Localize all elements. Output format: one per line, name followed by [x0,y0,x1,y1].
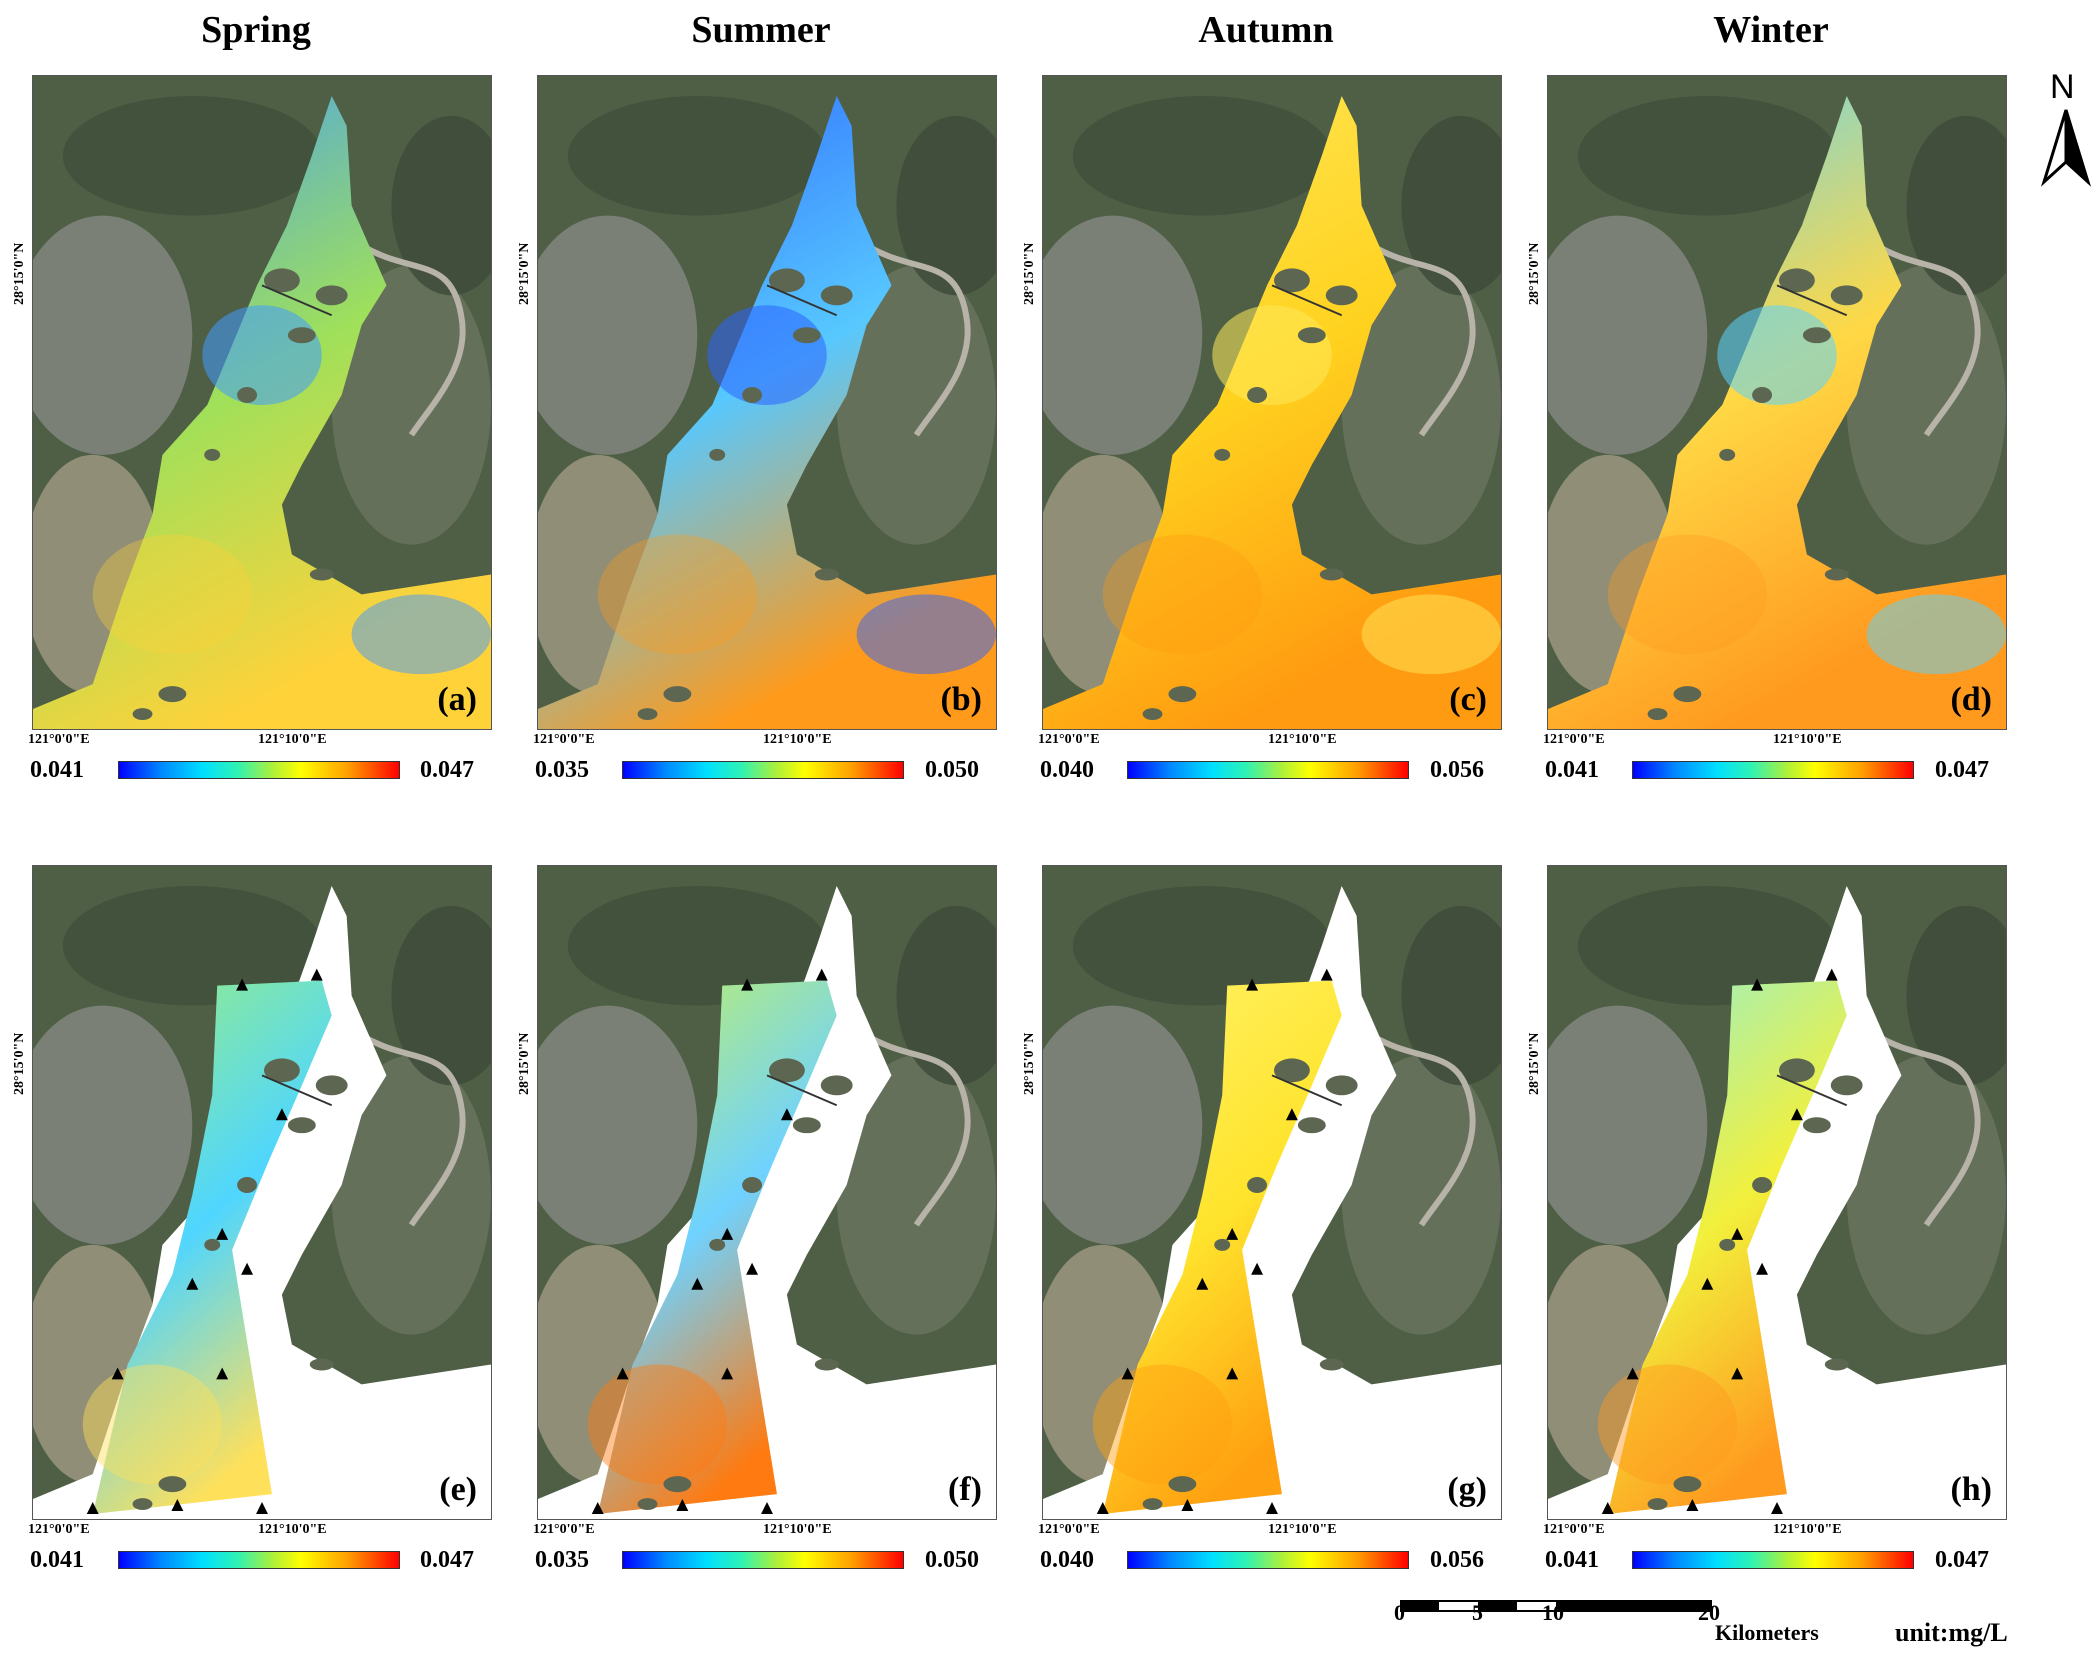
colorbar-d [1632,761,1914,779]
lon-label-a-1: 121°0'0"E [28,732,90,747]
colorbar-min-b: 0.035 [535,757,589,783]
colorbar-b [622,761,904,779]
colorbar-max-h: 0.047 [1935,1547,1989,1573]
scale-bar [1400,1600,1712,1612]
map-image-c [1043,76,1501,729]
map-image-a [33,76,491,729]
colorbar-f [622,1551,904,1569]
colorbar-max-g: 0.056 [1430,1547,1484,1573]
panel-label-h: (h) [1950,1471,1992,1508]
lat-label-d: 28°15'0"N [1527,242,1542,305]
colorbar-max-c: 0.056 [1430,757,1484,783]
panel-label-e: (e) [439,1471,477,1508]
lon-label-e-1: 121°0'0"E [28,1522,90,1537]
map-panel-c: (c) [1042,75,1502,730]
lat-label-a: 28°15'0"N [12,242,27,305]
season-title-winter: Winter [1713,9,1829,51]
panel-label-c: (c) [1449,681,1487,718]
lat-label-c: 28°15'0"N [1022,242,1037,305]
lat-label-f: 28°15'0"N [517,1032,532,1095]
scale-tick-20: 20 [1698,1600,1720,1625]
colorbar-min-e: 0.041 [30,1547,84,1573]
colorbar-min-a: 0.041 [30,757,84,783]
map-panel-a: (a) [32,75,492,730]
colorbar-max-d: 0.047 [1935,757,1989,783]
scale-tick-10: 10 [1542,1600,1564,1625]
colorbar-min-c: 0.040 [1040,757,1094,783]
colorbar-min-h: 0.041 [1545,1547,1599,1573]
panel-label-g: (g) [1447,1471,1487,1508]
map-panel-f: (f) [537,865,997,1520]
map-image-b [538,76,996,729]
colorbar-max-e: 0.047 [420,1547,474,1573]
lat-label-h: 28°15'0"N [1527,1032,1542,1095]
colorbar-min-d: 0.041 [1545,757,1599,783]
lon-label-h-2: 121°10'0"E [1773,1522,1842,1537]
map-image-h [1548,866,2006,1519]
map-panel-g: (g) [1042,865,1502,1520]
scale-unit-label: Kilometers [1715,1620,1819,1645]
lon-label-c-2: 121°10'0"E [1268,732,1337,747]
lat-label-g: 28°15'0"N [1022,1032,1037,1095]
colorbar-c [1127,761,1409,779]
lat-label-e: 28°15'0"N [12,1032,27,1095]
scale-tick-0: 0 [1394,1600,1405,1625]
season-title-summer: Summer [691,9,831,51]
lon-label-f-2: 121°10'0"E [763,1522,832,1537]
lat-label-b: 28°15'0"N [517,242,532,305]
lon-label-b-2: 121°10'0"E [763,732,832,747]
map-panel-b: (b) [537,75,997,730]
panel-label-b: (b) [940,681,982,718]
lon-label-g-2: 121°10'0"E [1268,1522,1337,1537]
lon-label-d-2: 121°10'0"E [1773,732,1842,747]
lon-label-d-1: 121°0'0"E [1543,732,1605,747]
season-title-spring: Spring [201,9,311,51]
scale-tick-5: 5 [1472,1600,1483,1625]
colorbar-max-b: 0.050 [925,757,979,783]
lon-label-c-1: 121°0'0"E [1038,732,1100,747]
lon-label-f-1: 121°0'0"E [533,1522,595,1537]
map-image-g [1043,866,1501,1519]
map-image-f [538,866,996,1519]
colorbar-h [1632,1551,1914,1569]
panel-label-f: (f) [948,1471,982,1508]
colorbar-e [118,1551,400,1569]
map-panel-e: (e) [32,865,492,1520]
colorbar-a [118,761,400,779]
lon-label-a-2: 121°10'0"E [258,732,327,747]
map-panel-d: (d) [1547,75,2007,730]
panel-label-d: (d) [1950,681,1992,718]
colorbar-max-f: 0.050 [925,1547,979,1573]
colorbar-min-g: 0.040 [1040,1547,1094,1573]
colorbar-max-a: 0.047 [420,757,474,783]
season-title-autumn: Autumn [1198,9,1334,51]
lon-label-b-1: 121°0'0"E [533,732,595,747]
lon-label-h-1: 121°0'0"E [1543,1522,1605,1537]
map-panel-h: (h) [1547,865,2007,1520]
unit-label: unit:mg/L [1895,1618,2008,1647]
north-arrow-icon [2040,109,2092,187]
lon-label-e-2: 121°10'0"E [258,1522,327,1537]
map-image-d [1548,76,2006,729]
lon-label-g-1: 121°0'0"E [1038,1522,1100,1537]
map-image-e [33,866,491,1519]
colorbar-g [1127,1551,1409,1569]
panel-label-a: (a) [437,681,477,718]
north-letter: N [2050,68,2075,106]
colorbar-min-f: 0.035 [535,1547,589,1573]
